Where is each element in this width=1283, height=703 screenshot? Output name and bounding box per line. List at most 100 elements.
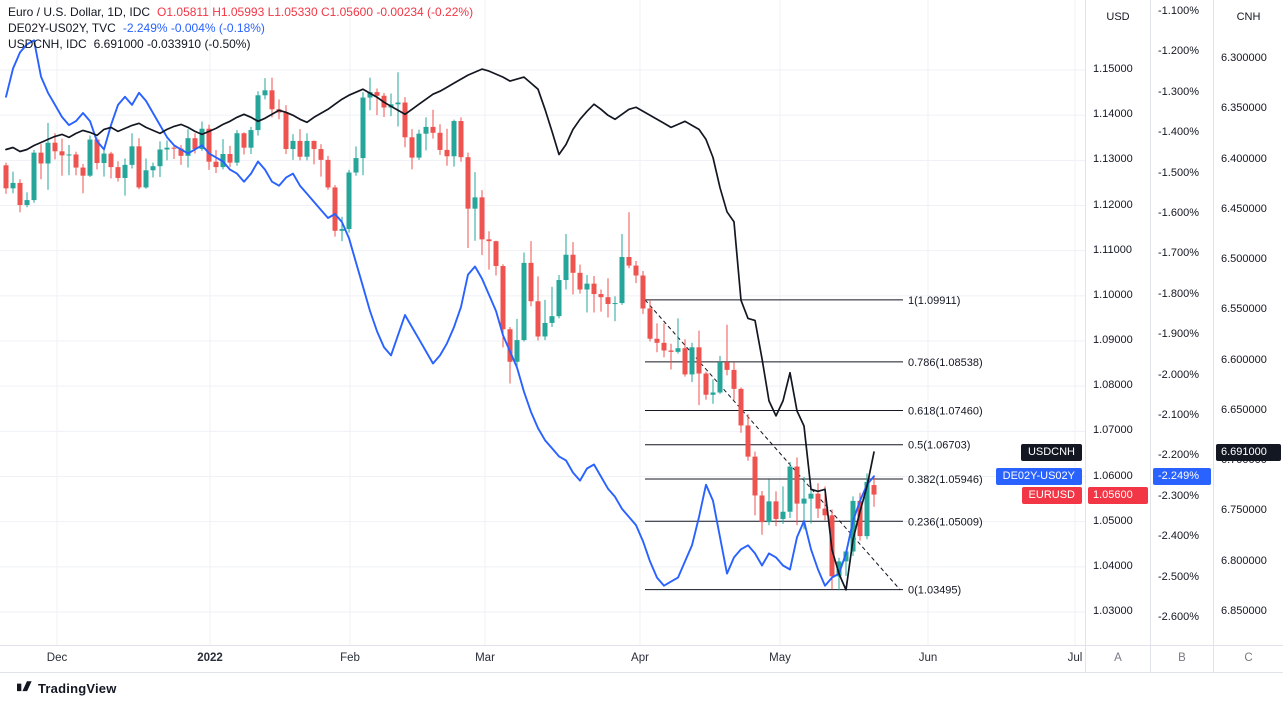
candle-body xyxy=(738,388,744,426)
candle-body xyxy=(745,425,751,457)
candle-body xyxy=(332,187,338,231)
candle-body xyxy=(38,152,44,164)
price-tick-pct: -2.600% xyxy=(1158,611,1199,623)
price-value-tag-eurusd: 1.05600 xyxy=(1088,486,1148,504)
time-label-dec: Dec xyxy=(46,652,68,664)
candle-body xyxy=(290,140,296,150)
chart-canvas: 1(1.09911) 0.786(1.08538) 0.618(1.07460) 0.… xyxy=(0,0,1085,645)
candle-body xyxy=(850,500,856,552)
price-tick-cnh: 6.450000 xyxy=(1221,202,1267,215)
tradingview-brand-text[interactable]: TradingView xyxy=(38,680,117,696)
fib-level-label: 0(1.03495) xyxy=(908,585,961,597)
candle-body xyxy=(227,154,233,163)
chart-pane[interactable]: 1(1.09911) 0.786(1.08538) 0.618(1.07460) 0.… xyxy=(0,0,1085,645)
scale-divider xyxy=(1085,0,1086,672)
candle-body xyxy=(248,130,254,148)
price-tick-pct: -2.100% xyxy=(1158,409,1199,421)
candle-body xyxy=(689,347,695,375)
price-tick-pct: -1.200% xyxy=(1158,45,1199,58)
candle-body xyxy=(185,138,191,156)
candle-body xyxy=(661,342,667,351)
price-tick-cnh: 6.600000 xyxy=(1221,353,1267,366)
candle-body xyxy=(346,172,352,229)
candle-body xyxy=(647,308,653,339)
candle-body xyxy=(528,262,534,302)
candle-body xyxy=(696,347,702,374)
scale-letter-c[interactable]: C xyxy=(1244,652,1253,664)
legend-row-de02y-us02y[interactable]: DE02Y-US02Y, TVC -2.249% -0.004% (-0.18%) xyxy=(8,20,473,36)
candle-body xyxy=(10,182,16,189)
symbol-values-usdcnh: 6.691000 -0.033910 (-0.50%) xyxy=(93,37,251,51)
price-axis-percent[interactable]: -1.100% -1.200% -1.300% -1.400% -1.500% -1.60… xyxy=(1151,0,1213,645)
price-tick-cnh: 6.300000 xyxy=(1221,52,1267,64)
candle-body xyxy=(542,322,548,337)
time-axis[interactable]: Dec 2022 Feb Mar Apr May Jun Jul A B C xyxy=(0,645,1283,673)
trend-line xyxy=(644,299,901,590)
price-tick-usd: 1.08000 xyxy=(1093,379,1133,392)
candle-body xyxy=(339,228,345,231)
candle-body xyxy=(129,146,135,165)
price-tick-pct: -1.800% xyxy=(1158,287,1199,300)
candle-body xyxy=(353,158,359,173)
price-axis-usd[interactable]: USD 1.15000 1.14000 1.13000 1.12000 1.11000 1… xyxy=(1086,0,1150,645)
tradingview-logo-icon[interactable] xyxy=(17,678,32,698)
de02y-us02y-line xyxy=(5,39,875,587)
candle-body xyxy=(682,348,688,375)
price-tick-usd: 1.04000 xyxy=(1093,559,1133,572)
candle-body xyxy=(87,139,93,176)
candle-body xyxy=(493,241,499,267)
candle-body xyxy=(423,126,429,134)
candle-body xyxy=(192,138,198,150)
candle-body xyxy=(395,102,401,105)
price-tick-usd: 1.11000 xyxy=(1093,243,1132,256)
price-tick-usd: 1.05000 xyxy=(1093,514,1133,527)
candle-body xyxy=(304,140,310,157)
price-axis-cnh[interactable]: CNH 6.300000 6.350000 6.400000 6.450000 6.50… xyxy=(1214,0,1283,645)
price-tick-cnh: 6.850000 xyxy=(1221,605,1267,617)
series-name-tag-de02y-us02y: DE02Y-US02Y xyxy=(995,468,1082,486)
candle-body xyxy=(241,133,247,148)
candle-body xyxy=(297,140,303,157)
candle-body xyxy=(374,92,380,96)
tradingview-logo-glyph xyxy=(17,681,32,692)
candle-body xyxy=(52,142,58,152)
candle-body xyxy=(164,147,170,150)
candle-body xyxy=(759,495,765,523)
candle-body xyxy=(605,297,611,304)
candle-body xyxy=(94,139,100,164)
candle-body xyxy=(787,466,793,512)
price-value-tag-usdcnh: 6.691000 xyxy=(1216,444,1281,462)
time-label-apr: Apr xyxy=(631,652,649,664)
price-tick-pct: -1.700% xyxy=(1158,247,1199,260)
time-label-jul: Jul xyxy=(1067,652,1083,664)
footer-bar: TradingView xyxy=(0,672,1283,703)
candle-body xyxy=(766,501,772,523)
candle-body xyxy=(325,159,331,188)
scale-letter-a[interactable]: A xyxy=(1114,652,1122,664)
scale-letter-b[interactable]: B xyxy=(1178,652,1186,664)
candle-body xyxy=(822,508,828,516)
legend-row-usdcnh[interactable]: USDCNH, IDC 6.691000 -0.033910 (-0.50%) xyxy=(8,36,473,52)
candle-body xyxy=(234,133,240,163)
candle-body xyxy=(836,561,842,577)
candle-body xyxy=(45,142,51,164)
legend: Euro / U.S. Dollar, 1D, IDC O1.05811 H1.0… xyxy=(8,4,473,52)
candle-body xyxy=(857,500,863,537)
candle-body xyxy=(675,348,681,352)
candle-body xyxy=(654,338,660,343)
legend-row-eurusd[interactable]: Euro / U.S. Dollar, 1D, IDC O1.05811 H1.0… xyxy=(8,4,473,20)
candle-body xyxy=(255,95,261,131)
fib-level-label: 0.618(1.07460) xyxy=(908,406,983,418)
price-tick-usd: 1.03000 xyxy=(1093,605,1133,617)
candle-body xyxy=(115,167,121,178)
price-tick-pct: -1.300% xyxy=(1158,85,1199,98)
symbol-title-de02y-us02y: DE02Y-US02Y, TVC xyxy=(8,21,116,35)
price-axis-cnh-title: CNH xyxy=(1236,11,1261,23)
price-tick-pct: -1.100% xyxy=(1158,5,1199,17)
candle-body xyxy=(710,392,716,395)
candle-body xyxy=(122,164,128,178)
candle-body xyxy=(367,92,373,98)
candle-body xyxy=(619,256,625,304)
price-tick-cnh: 6.750000 xyxy=(1221,504,1267,517)
candle-body xyxy=(31,152,37,201)
